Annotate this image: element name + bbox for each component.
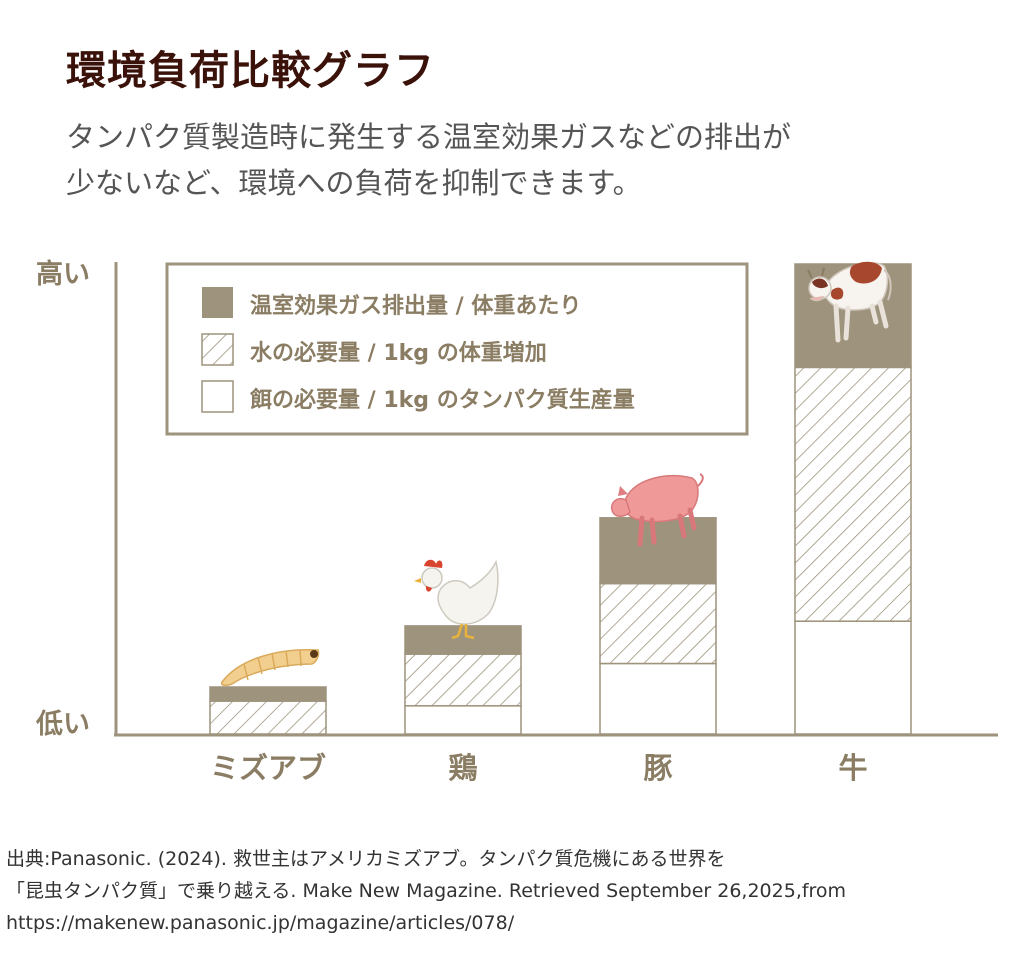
bar-water-2 (404, 653, 522, 707)
bar-emissions-1 (209, 686, 327, 702)
subtitle-line-1: タンパク質製造時に発生する温室効果ガスなどの排出が (66, 120, 792, 154)
page-title: 環境負荷比較グラフ (66, 48, 435, 94)
source-line-1: 出典:Panasonic. (2024). 救世主はアメリカミズアブ。タンパク質… (6, 848, 726, 870)
pig-icon (610, 473, 704, 547)
source-line-3: https://makenew.panasonic.jp/magazine/ar… (6, 912, 515, 934)
legend-swatch-feed (201, 380, 234, 413)
source-citation: 出典:Panasonic. (2024). 救世主はアメリカミズアブ。タンパク質… (6, 843, 1022, 939)
subtitle-line-2: 少ないなど、環境への負荷を抑制できます。 (66, 166, 642, 200)
bar-feed-3 (599, 662, 717, 735)
legend-label-feed: 餌の必要量 / 1kg のタンパク質生産量 (249, 387, 635, 413)
legend: 温室効果ガス排出量 / 体重あたり 水の必要量 / 1kg の体重増加 餌の必要… (165, 262, 749, 436)
category-label-larva: ミズアブ (210, 751, 326, 785)
bar-feed-2 (404, 705, 522, 735)
legend-swatch-emissions (202, 287, 233, 318)
cow-icon (807, 261, 892, 343)
bar-water-1 (209, 700, 327, 735)
chicken-icon (414, 559, 499, 640)
environmental-load-chart: 高い 低い 温室効果ガス排出量 / 体重あたり 水の必要量 / 1kg の体重増… (35, 258, 998, 785)
category-label-cow: 牛 (838, 751, 867, 785)
y-label-high: 高い (36, 258, 90, 290)
legend-box (165, 262, 749, 436)
source-line-2: 「昆虫タンパク質」で乗り越える. Make New Magazine. Retr… (6, 880, 847, 902)
y-label-low: 低い (35, 709, 90, 740)
bar-water-4 (794, 366, 912, 622)
legend-label-water: 水の必要量 / 1kg の体重増加 (250, 340, 547, 366)
category-label-pig: 豚 (643, 751, 672, 785)
page-subtitle: タンパク質製造時に発生する温室効果ガスなどの排出が 少ないなど、環境への負荷を抑… (66, 114, 986, 206)
bar-water-3 (599, 582, 717, 665)
bar-emissions-2 (404, 625, 522, 655)
legend-swatch-water (201, 333, 234, 366)
bar-feed-4 (794, 620, 912, 735)
legend-label-emissions: 温室効果ガス排出量 / 体重あたり (250, 293, 581, 319)
category-label-chicken: 鶏 (448, 751, 477, 785)
bar-emissions-3 (599, 517, 717, 585)
bar-segments (209, 263, 912, 735)
larva-icon (220, 649, 320, 687)
